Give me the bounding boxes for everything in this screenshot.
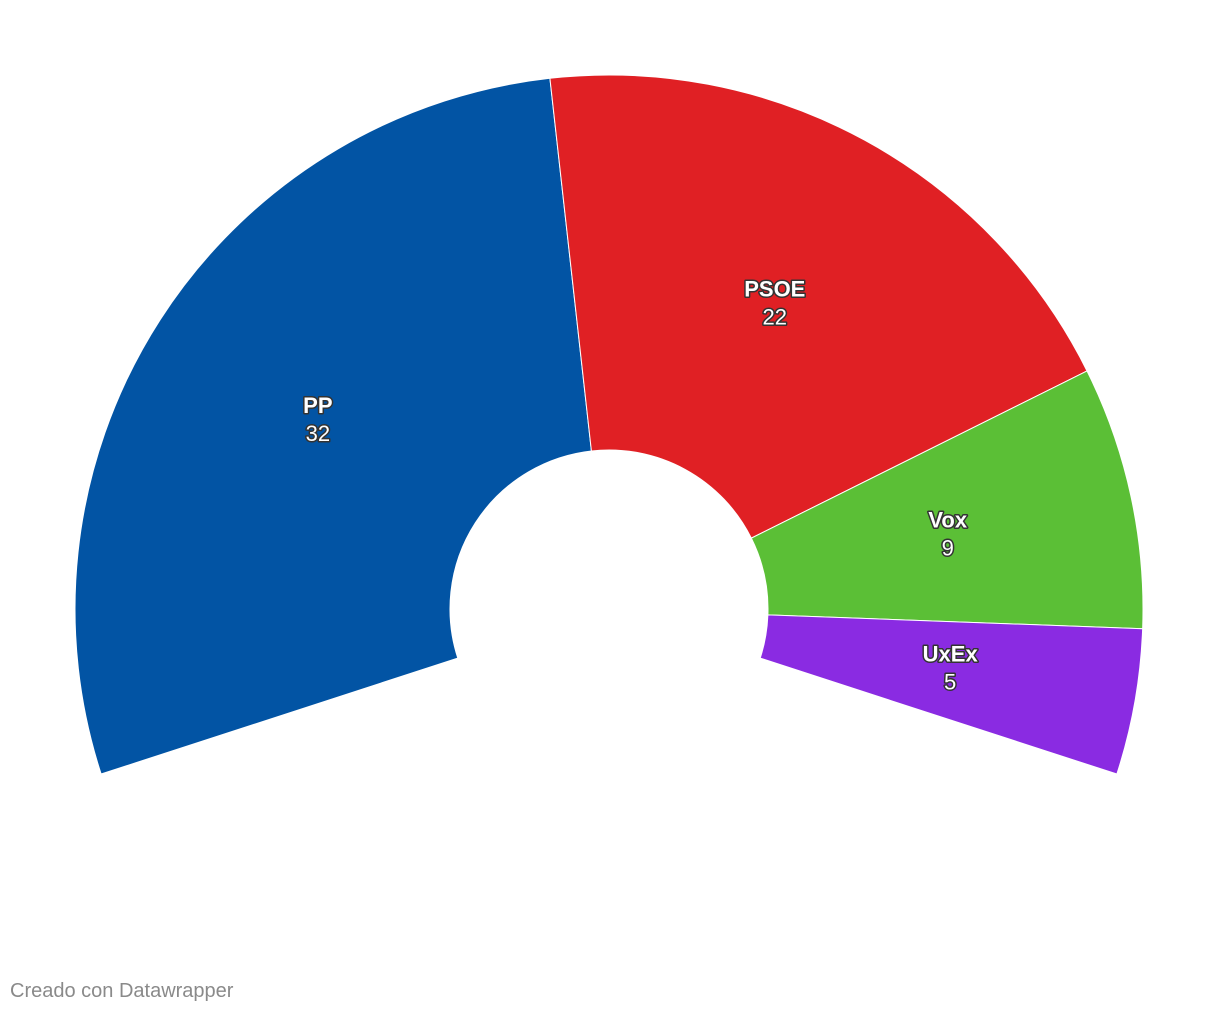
segment (549, 74, 1088, 539)
segment-value: 5 (944, 669, 956, 694)
footer: Creado con Datawrapper (10, 980, 234, 1002)
segment-name: Vox (928, 508, 967, 533)
segment-name: PP (303, 393, 332, 418)
segment-name: PSOE (744, 277, 805, 302)
segment-name: UxEx (923, 641, 979, 666)
segment-value: 9 (942, 536, 954, 561)
labels: PP 32 PSOE 22 Vox 9 UxEx 5 (302, 275, 980, 696)
segment-value: 22 (763, 305, 787, 330)
segment (759, 614, 1144, 775)
arcs (74, 74, 1144, 775)
segment (74, 77, 592, 775)
segment (750, 370, 1144, 630)
segment-value: 32 (306, 421, 330, 446)
